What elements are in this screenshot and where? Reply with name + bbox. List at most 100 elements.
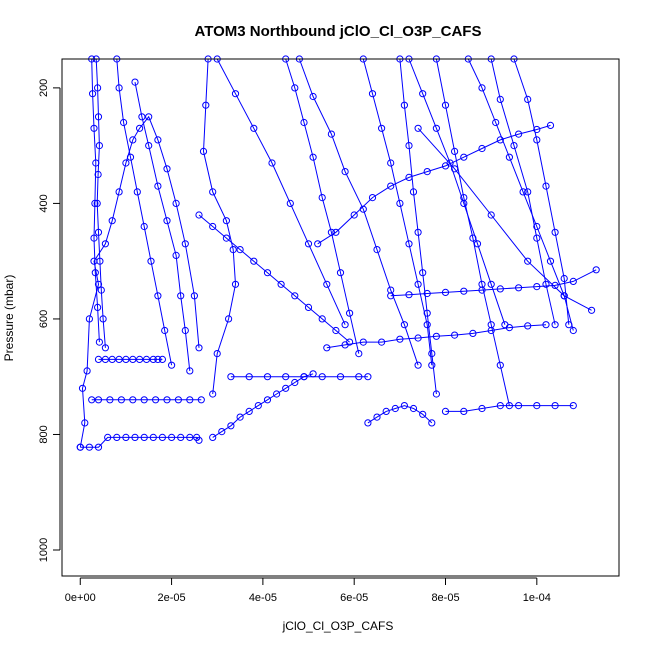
series-line: [513, 58, 570, 325]
data-point: [569, 402, 577, 410]
data-point: [225, 315, 233, 323]
data-point: [250, 257, 258, 265]
data-point: [304, 303, 313, 311]
data-point: [496, 285, 504, 293]
data-point: [202, 101, 210, 109]
data-point: [387, 286, 395, 294]
data-point: [524, 188, 532, 196]
data-point: [332, 326, 340, 335]
data-point: [115, 188, 123, 196]
data-point: [524, 95, 532, 104]
x-tick-label: 2e-05: [158, 592, 186, 604]
data-point: [336, 269, 345, 277]
data-point: [209, 390, 217, 398]
data-point: [419, 410, 427, 418]
data-point: [199, 147, 208, 155]
x-tick-label: 8e-05: [431, 592, 459, 604]
data-point: [91, 269, 99, 277]
data-point: [268, 159, 276, 167]
data-point: [533, 136, 541, 144]
data-point: [542, 280, 550, 288]
data-point: [419, 90, 427, 98]
data-point: [515, 130, 523, 138]
data-point: [478, 84, 486, 92]
data-point: [140, 222, 148, 231]
data-point: [492, 118, 500, 127]
data-point: [145, 113, 153, 121]
data-point: [451, 331, 459, 339]
plot-frame: [61, 58, 620, 577]
data-point: [168, 433, 176, 441]
data-point: [542, 182, 550, 190]
data-point: [332, 228, 340, 236]
data-point: [172, 199, 180, 207]
series-3: [88, 396, 205, 404]
data-point: [505, 324, 513, 332]
data-point: [469, 329, 477, 337]
data-point: [423, 168, 431, 176]
series-4: [94, 355, 166, 363]
data-point: [213, 350, 221, 358]
data-point: [195, 436, 203, 444]
data-point: [391, 404, 399, 413]
data-point: [323, 280, 331, 288]
data-point: [78, 384, 87, 392]
data-point: [533, 222, 541, 231]
data-point: [551, 228, 559, 236]
data-point: [145, 142, 153, 150]
data-point: [441, 288, 450, 296]
y-tick-label: 600: [38, 310, 50, 328]
data-point: [400, 402, 408, 410]
data-point: [423, 309, 431, 317]
data-point: [533, 402, 541, 410]
data-point: [126, 153, 135, 161]
series-1: [76, 113, 203, 451]
data-point: [423, 321, 431, 329]
data-point: [95, 142, 104, 150]
data-point: [90, 234, 98, 242]
data-point: [92, 159, 100, 167]
data-point: [94, 443, 103, 451]
data-point: [323, 344, 331, 352]
data-point: [94, 170, 102, 179]
data-point: [94, 228, 103, 236]
data-point: [546, 257, 555, 265]
data-point: [94, 396, 103, 404]
data-point: [282, 384, 290, 392]
series-line: [134, 82, 191, 371]
data-point: [209, 433, 217, 441]
series-14: [295, 55, 422, 369]
data-point: [396, 335, 404, 343]
data-point: [364, 419, 372, 427]
x-tick-label: 4e-05: [249, 592, 277, 604]
data-point: [346, 309, 354, 317]
data-point: [273, 390, 281, 398]
data-point: [487, 326, 495, 335]
data-point: [355, 350, 363, 358]
data-point: [505, 153, 513, 161]
data-point: [158, 433, 166, 441]
x-axis-label: jClO_Cl_O3P_CAFS: [282, 619, 394, 633]
data-point: [300, 118, 308, 127]
data-point: [222, 217, 230, 225]
series-18: [432, 55, 513, 410]
data-point: [515, 402, 523, 410]
series-line: [362, 58, 433, 366]
series-13: [282, 55, 363, 358]
series-line: [399, 58, 437, 395]
data-point: [231, 90, 240, 98]
data-point: [496, 361, 504, 369]
data-point: [304, 240, 313, 248]
data-point: [94, 280, 103, 288]
data-point: [368, 194, 377, 202]
series-22: [441, 402, 577, 415]
data-point: [314, 240, 322, 248]
data-point: [96, 257, 104, 265]
data-point: [318, 373, 326, 381]
series-line: [79, 115, 200, 448]
data-point: [236, 246, 244, 254]
x-axis: 0e+00 2e-05 4e-05 6e-05 8e-05 1e-04: [65, 577, 551, 604]
data-point: [428, 361, 436, 369]
data-point: [218, 428, 226, 436]
series-15: [359, 55, 436, 369]
